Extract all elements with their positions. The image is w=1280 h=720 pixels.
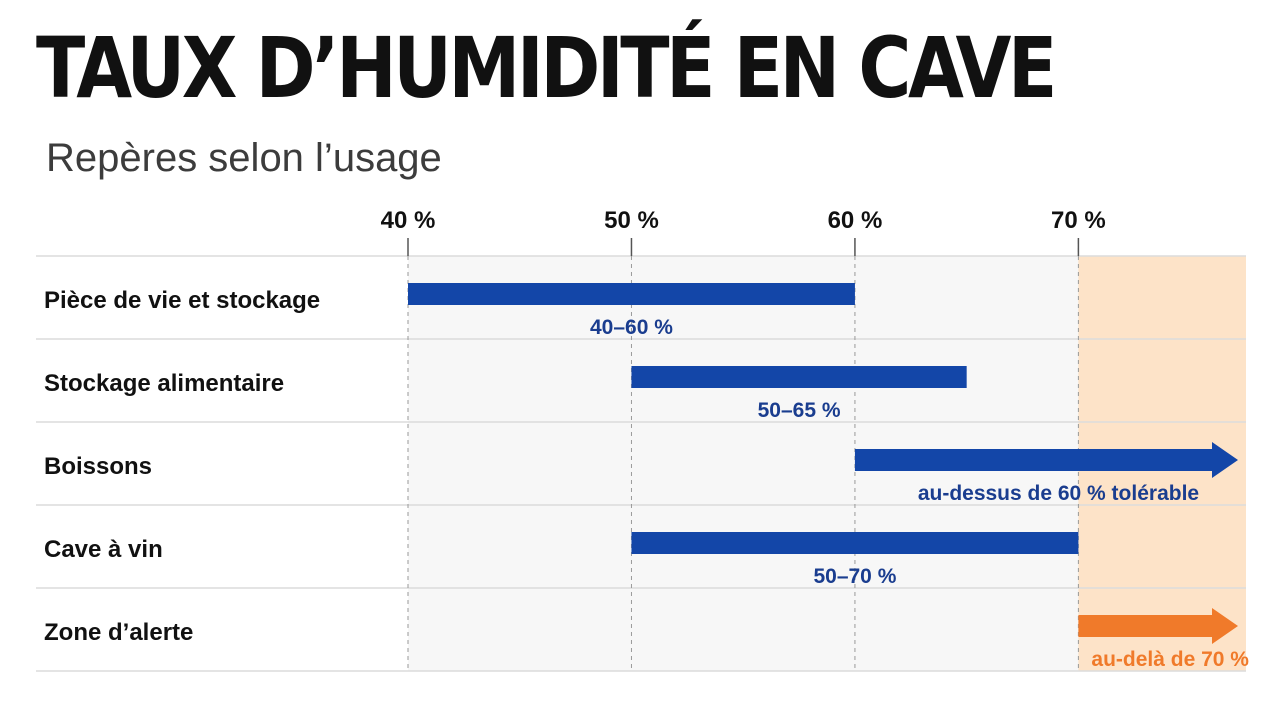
range-arrow xyxy=(854,442,1238,478)
range-arrow xyxy=(1078,608,1238,644)
chart-grid xyxy=(36,240,1246,672)
category-label: Zone d’alerte xyxy=(44,619,193,646)
range-label: 50–70 % xyxy=(813,565,896,588)
range-bar xyxy=(631,366,967,388)
x-tick-label: 40 % xyxy=(381,207,436,234)
page-subtitle: Repères selon l’usage xyxy=(46,136,442,180)
range-label: 50–65 % xyxy=(758,399,841,422)
range-label: au-dessus de 60 % tolérable xyxy=(918,482,1199,505)
x-tick-label: 70 % xyxy=(1051,207,1106,234)
range-bar xyxy=(408,283,855,305)
page-title: TAUX D’HUMIDITÉ EN CAVE xyxy=(36,19,1057,117)
category-label: Boissons xyxy=(44,453,152,480)
x-axis-ticks: 40 % 50 % 60 % 70 % xyxy=(381,207,1106,256)
x-tick-label: 60 % xyxy=(828,207,883,234)
chart-rows: Pièce de vie et stockage Stockage aliment… xyxy=(44,287,320,646)
range-label: au-delà de 70 % xyxy=(1091,648,1249,671)
chart-bars: 40–60 % 50–65 % au-dessus de 60 % tolérabl… xyxy=(408,283,1249,671)
x-tick-label: 50 % xyxy=(604,207,659,234)
category-label: Pièce de vie et stockage xyxy=(44,287,320,314)
range-label: 40–60 % xyxy=(590,316,673,339)
category-label: Cave à vin xyxy=(44,536,163,563)
range-bar xyxy=(631,532,1079,554)
category-label: Stockage alimentaire xyxy=(44,370,284,397)
